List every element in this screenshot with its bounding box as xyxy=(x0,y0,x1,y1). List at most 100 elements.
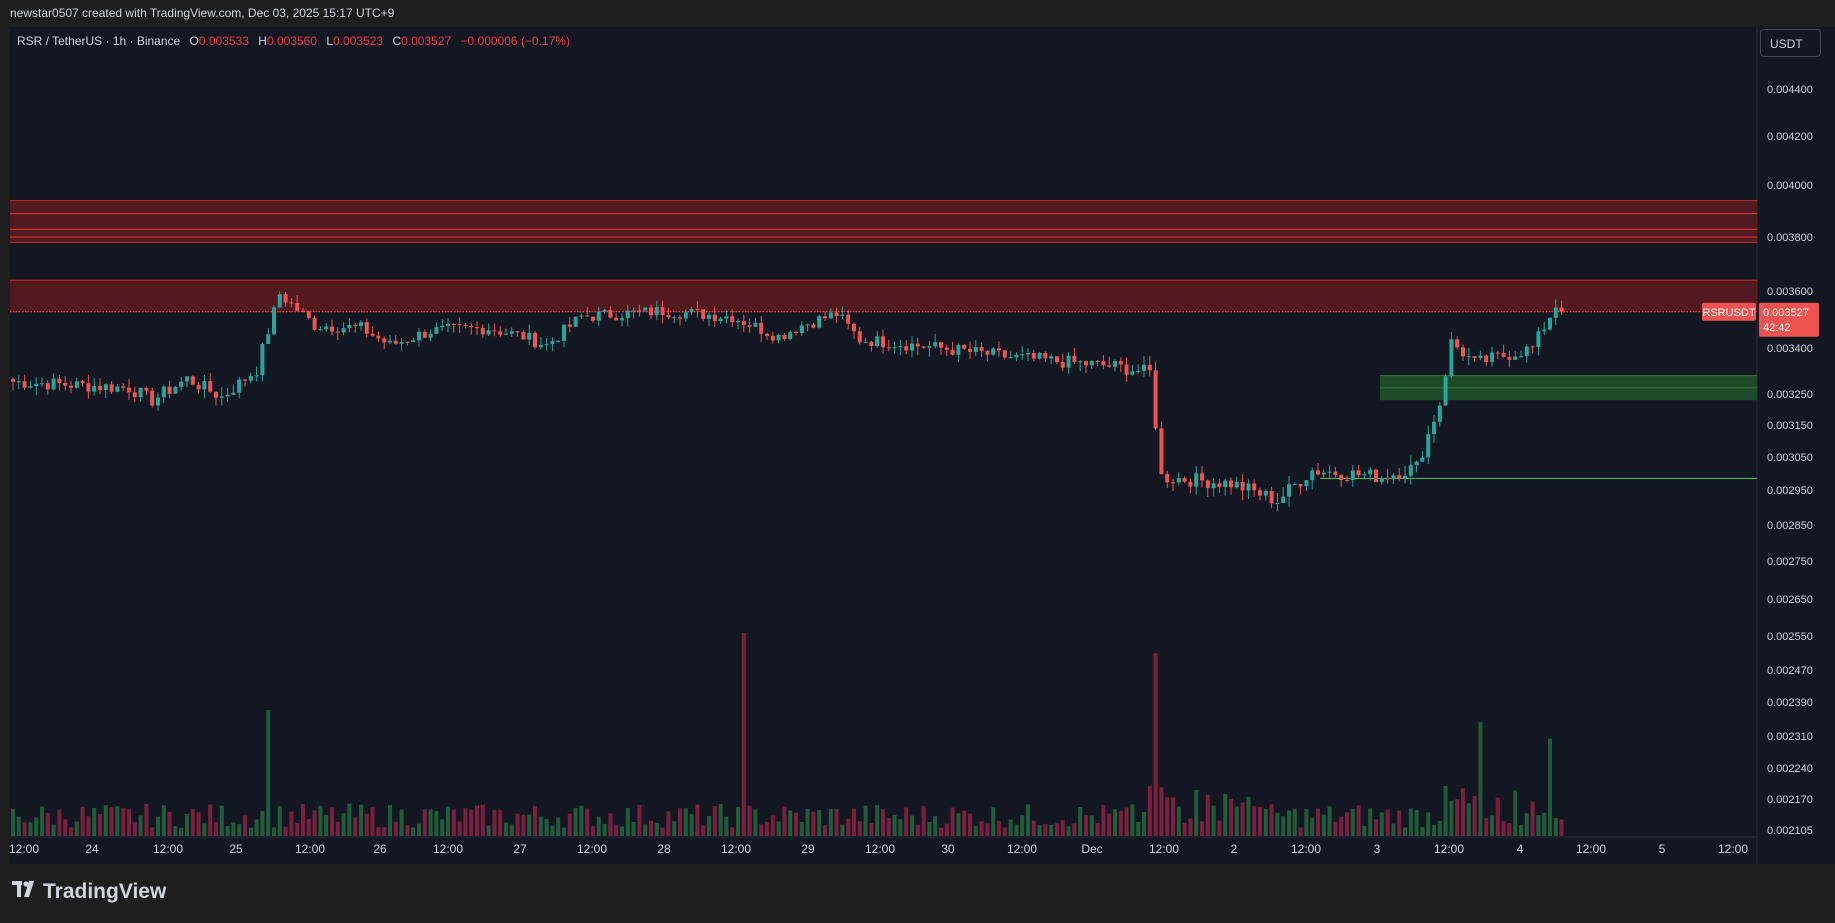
x-tick-label: 27 xyxy=(513,842,527,856)
symbol-label[interactable]: RSR / TetherUS · 1h · Binance xyxy=(17,34,181,48)
volume-bar xyxy=(80,806,85,836)
volume-bar xyxy=(979,821,984,836)
volume-bar xyxy=(939,827,943,836)
y-tick-label: 0.002310 xyxy=(1767,731,1813,743)
candle-body xyxy=(544,344,549,346)
high-value: 0.003560 xyxy=(266,34,318,48)
volume-bar xyxy=(1014,824,1019,836)
y-tick-label: 0.004000 xyxy=(1767,180,1813,192)
volume-bar xyxy=(440,819,445,836)
volume-bar xyxy=(556,817,561,836)
volume-bar xyxy=(1078,807,1083,836)
candle-body xyxy=(1304,480,1309,487)
volume-bar xyxy=(248,827,253,836)
y-tick-label: 0.002105 xyxy=(1767,825,1813,837)
volume-bar xyxy=(550,825,555,836)
volume-bar xyxy=(330,807,334,836)
volume-bar xyxy=(382,827,387,836)
candle-body xyxy=(289,302,294,304)
candle-body xyxy=(973,347,978,352)
volume-bar xyxy=(451,809,456,836)
volume-bar xyxy=(359,804,363,836)
candle-body xyxy=(823,316,827,319)
candle-body xyxy=(1055,356,1059,363)
volume-bar xyxy=(1356,805,1361,836)
volume-bar xyxy=(283,826,288,836)
volume-bar xyxy=(22,822,27,836)
candle-body xyxy=(469,326,474,328)
candle-body xyxy=(927,346,932,348)
candle-body xyxy=(1211,483,1216,489)
x-tick-label: 12:00 xyxy=(865,842,895,856)
y-tick-label: 0.002750 xyxy=(1767,556,1813,568)
volume-bar xyxy=(747,805,752,836)
volume-bar xyxy=(219,805,224,836)
tradingview-logo[interactable]: TradingView xyxy=(12,880,166,904)
candle-body xyxy=(962,345,967,349)
candle-body xyxy=(1176,478,1181,483)
candle-body xyxy=(863,341,868,343)
volume-bar xyxy=(243,815,247,836)
volume-bar xyxy=(45,813,50,836)
candle-body xyxy=(1513,356,1518,360)
candle-body xyxy=(944,347,949,350)
volume-bar xyxy=(1478,722,1483,836)
candle-body xyxy=(138,387,143,398)
volume-bar xyxy=(1252,806,1257,836)
candle-body xyxy=(585,315,590,317)
volume-bar xyxy=(16,816,21,836)
volume-bar xyxy=(1066,826,1071,836)
currency-button[interactable]: USDT xyxy=(1760,29,1821,57)
volume-bar xyxy=(765,821,769,836)
volume-bar xyxy=(718,803,723,836)
candle-body xyxy=(718,318,723,321)
volume-bar xyxy=(376,827,381,836)
volume-bar xyxy=(1229,798,1233,836)
candle-body xyxy=(132,392,137,398)
volume-bar xyxy=(1281,816,1286,836)
volume-bar xyxy=(353,817,358,836)
y-tick-label: 0.003050 xyxy=(1767,452,1813,464)
volume-bar xyxy=(1321,814,1326,836)
last-price-tag xyxy=(1759,302,1819,337)
volume-bar xyxy=(608,813,613,836)
volume-bar xyxy=(1200,821,1204,836)
candle-body xyxy=(886,347,891,349)
volume-bar xyxy=(57,809,62,836)
volume-bar xyxy=(1391,823,1396,836)
candle-body xyxy=(190,376,195,385)
volume-bar xyxy=(857,821,862,836)
candle-body xyxy=(382,338,387,343)
candle-body xyxy=(846,314,851,324)
candle-body xyxy=(509,331,514,334)
volume-bar xyxy=(1553,817,1558,836)
volume-bar xyxy=(295,822,300,836)
volume-bar xyxy=(695,804,700,836)
candle-body xyxy=(480,327,485,335)
candle-body xyxy=(794,332,798,334)
candle-body xyxy=(312,318,317,330)
candle-body xyxy=(689,309,694,313)
candle-body xyxy=(40,383,44,385)
volume-bar xyxy=(1258,806,1262,836)
volume-bar xyxy=(973,826,978,836)
candle-body xyxy=(1269,490,1274,504)
volume-bar xyxy=(1374,819,1378,836)
volume-bar xyxy=(950,807,955,836)
volume-bar xyxy=(1043,824,1048,836)
candle-body xyxy=(1136,370,1141,372)
volume-bar xyxy=(567,813,572,836)
candle-body xyxy=(562,324,566,341)
volume-bar xyxy=(881,809,885,836)
volume-bar xyxy=(92,807,97,836)
candle-body xyxy=(237,379,242,393)
volume-bar xyxy=(997,821,1001,836)
volume-bar xyxy=(828,809,833,836)
candle-body xyxy=(1287,484,1291,497)
candle-body xyxy=(486,330,491,335)
candle-body xyxy=(1362,474,1367,476)
candle-body xyxy=(1229,480,1233,488)
volume-bar xyxy=(666,811,671,836)
candle-body xyxy=(254,375,259,377)
